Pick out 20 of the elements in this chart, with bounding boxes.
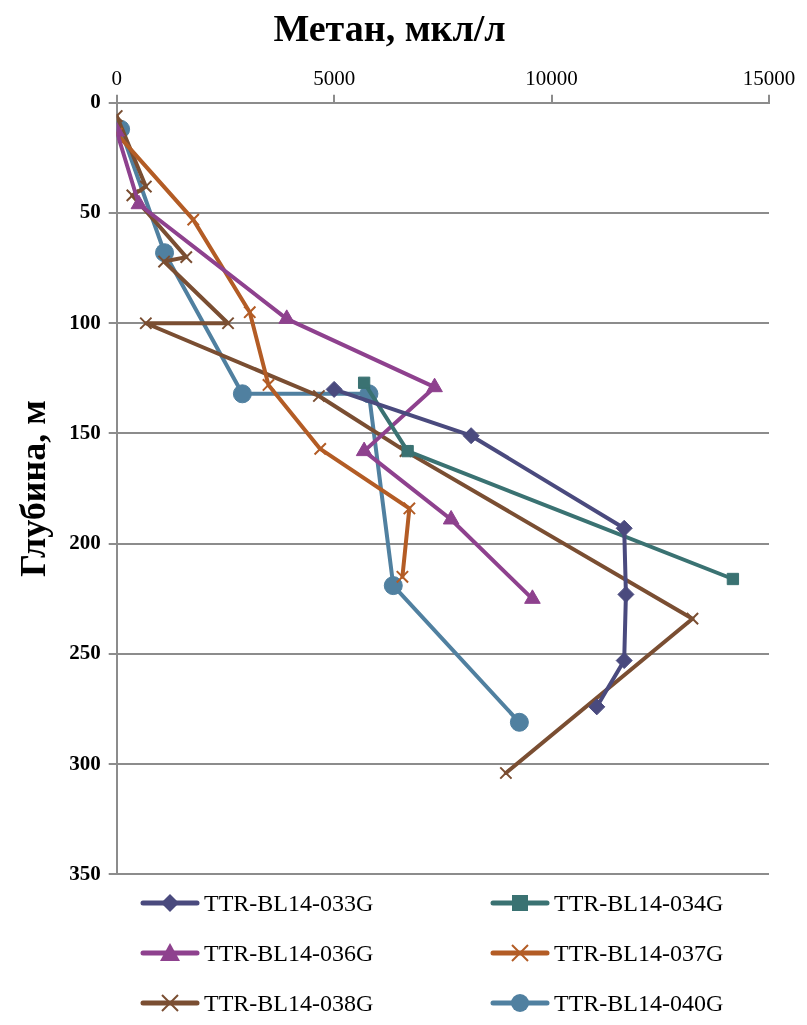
chart-title: Метан, мкл/л	[273, 6, 506, 49]
y-tick-label: 200	[69, 530, 101, 555]
legend-label: TTR-BL14-038G	[204, 990, 374, 1016]
y-tick-label: 100	[69, 309, 101, 334]
y-tick-label: 350	[69, 860, 101, 885]
y-tick-label: 0	[90, 89, 101, 114]
y-tick-label: 300	[69, 750, 101, 775]
x-tick-label: 10000	[525, 65, 578, 90]
x-tick-label: 15000	[742, 65, 796, 90]
legend-label: TTR-BL14-036G	[204, 940, 374, 966]
legend-label: TTR-BL14-034G	[554, 890, 724, 916]
y-tick-label: 250	[69, 640, 101, 665]
y-tick-label: 150	[69, 419, 101, 444]
y-axis-title: Глубина, м	[12, 400, 53, 577]
legend-label: TTR-BL14-033G	[204, 890, 374, 916]
legend-label: TTR-BL14-040G	[554, 990, 724, 1016]
x-tick-label: 5000	[313, 65, 356, 90]
x-tick-label: 0	[111, 65, 122, 90]
y-tick-label: 50	[79, 199, 101, 224]
legend-label: TTR-BL14-037G	[554, 940, 724, 966]
